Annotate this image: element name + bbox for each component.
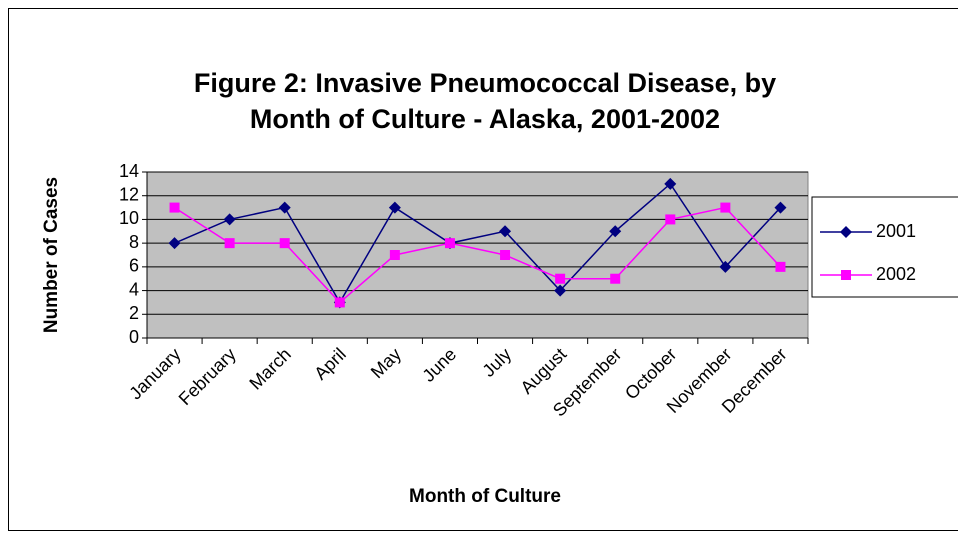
data-point [720, 202, 731, 213]
data-point [224, 238, 235, 249]
data-point [389, 250, 400, 260]
data-point [388, 201, 401, 214]
legend-label: 2001 [876, 221, 916, 241]
data-point [499, 225, 512, 238]
y-tick-label: 12 [119, 184, 139, 204]
data-point [278, 201, 291, 214]
data-point [444, 238, 455, 249]
plot-area [146, 171, 809, 339]
data-point [610, 273, 621, 284]
data-point [555, 273, 566, 284]
data-point [500, 250, 511, 260]
data-point [609, 225, 622, 238]
y-tick-label: 0 [129, 327, 139, 347]
legend-label: 2002 [876, 264, 916, 284]
y-tick-label: 6 [129, 256, 139, 276]
y-tick-label: 2 [129, 303, 139, 323]
data-point [223, 213, 236, 226]
series-line [174, 182, 782, 304]
chart-title: Figure 2: Invasive Pneumococcal Disease,… [194, 68, 776, 98]
y-tick-label: 14 [119, 161, 139, 181]
legend-marker [840, 226, 852, 238]
data-point [334, 297, 345, 308]
legend-box [811, 196, 958, 298]
data-point [774, 201, 787, 214]
data-point [169, 202, 180, 213]
y-tick-label: 4 [129, 279, 139, 299]
data-point [279, 238, 290, 249]
y-tick-label: 10 [119, 208, 139, 228]
chart-title: Month of Culture - Alaska, 2001-2002 [250, 104, 720, 134]
data-point [664, 177, 677, 190]
data-point [554, 284, 567, 297]
legend-marker [841, 270, 851, 280]
data-point [665, 214, 676, 225]
y-tick-label: 8 [129, 232, 139, 252]
data-point [168, 237, 181, 250]
x-axis-title: Month of Culture [409, 486, 561, 507]
series-line [174, 206, 782, 304]
y-axis-title: Number of Cases [41, 177, 62, 333]
data-point [775, 261, 786, 272]
data-point [719, 260, 732, 273]
